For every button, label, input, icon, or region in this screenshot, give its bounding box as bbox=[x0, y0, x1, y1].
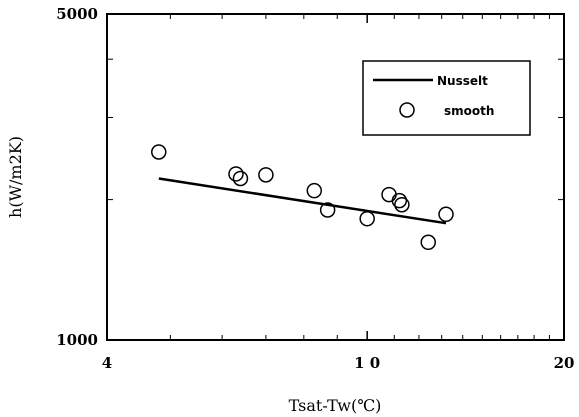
legend: Nusselt smooth bbox=[362, 60, 531, 136]
x-axis-title: Tsat-Tw(℃) bbox=[289, 396, 382, 415]
smooth-data-point bbox=[319, 202, 336, 218]
smooth-data-point bbox=[232, 170, 249, 187]
legend-label-smooth: smooth bbox=[444, 104, 494, 118]
y-axis-title: h(W/m2K) bbox=[6, 136, 25, 218]
axis-ticks bbox=[106, 14, 565, 340]
smooth-data-point bbox=[420, 234, 437, 251]
plot-area-frame bbox=[106, 13, 565, 341]
smooth-data-point bbox=[228, 166, 244, 182]
smooth-data-point bbox=[438, 206, 454, 223]
smooth-data-point bbox=[306, 182, 323, 199]
smooth-data-point bbox=[381, 186, 397, 203]
y-tick-label: 5000 bbox=[56, 5, 98, 23]
smooth-data-point bbox=[359, 210, 375, 227]
x-tick-label: 4 bbox=[102, 354, 112, 372]
x-tick-label: 1 0 bbox=[354, 354, 380, 372]
smooth-data-point bbox=[394, 196, 410, 213]
plot-series bbox=[151, 144, 454, 251]
smooth-data-point bbox=[258, 167, 274, 183]
tick-labels: 4 1 0 20 1000 5000 bbox=[56, 5, 574, 372]
legend-label-nusselt: Nusselt bbox=[437, 74, 488, 88]
x-tick-label: 20 bbox=[554, 354, 575, 372]
smooth-data-point bbox=[391, 192, 408, 209]
nusselt-line bbox=[158, 177, 447, 225]
legend-smooth-marker bbox=[399, 102, 415, 118]
y-tick-label: 1000 bbox=[56, 331, 98, 349]
legend-box bbox=[362, 60, 531, 136]
smooth-data-point bbox=[151, 144, 167, 160]
